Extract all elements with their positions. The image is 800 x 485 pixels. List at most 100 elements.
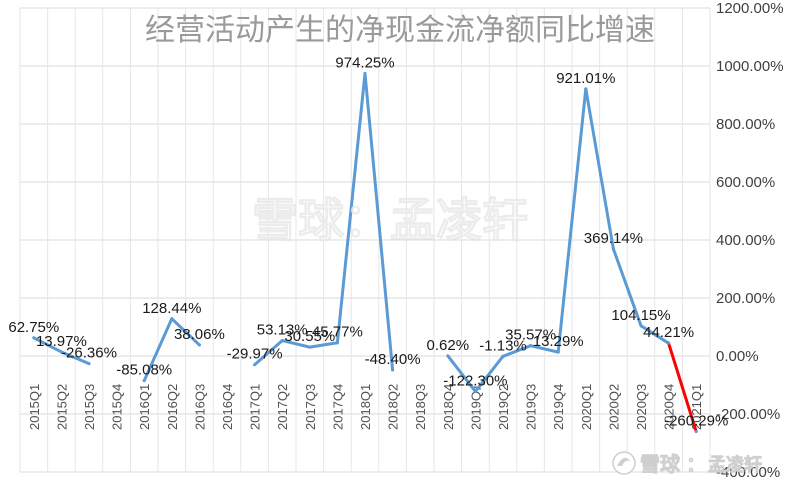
x-tick-label: 2015Q4 — [110, 384, 125, 430]
x-tick-label: 2020Q3 — [634, 384, 649, 430]
data-point — [584, 87, 588, 91]
data-label: -122.30% — [443, 372, 507, 389]
y-tick-label: 400.00% — [716, 232, 775, 249]
x-tick-label: 2020Q2 — [606, 384, 621, 430]
data-label: -1.13% — [479, 337, 527, 354]
series-line-segment — [170, 317, 201, 347]
y-tick-label: -400.00% — [716, 464, 780, 481]
series-layer — [32, 71, 698, 433]
x-tick-label: 2016Q3 — [192, 384, 207, 430]
data-point — [501, 354, 505, 358]
x-tick-label: 2020Q1 — [579, 384, 594, 430]
y-tick-label: 0.00% — [716, 348, 759, 365]
series-line-segment — [529, 344, 560, 354]
x-tick-label: 2019Q3 — [524, 384, 539, 430]
data-label: 104.15% — [611, 307, 670, 324]
data-label: 921.01% — [556, 70, 615, 87]
series-line-segment — [584, 87, 615, 251]
data-point — [529, 344, 533, 348]
x-tick-label: 2016Q4 — [220, 384, 235, 430]
data-point — [694, 429, 698, 433]
corner-watermark: 雪球 ： 孟凌轩 — [612, 451, 762, 476]
data-point — [197, 343, 201, 347]
data-label: 128.44% — [142, 300, 201, 317]
data-label: 38.06% — [174, 326, 225, 343]
data-point — [308, 345, 312, 349]
series-line-segment — [308, 341, 339, 349]
x-tick-label: 2018Q4 — [441, 384, 456, 430]
data-label: -29.97% — [227, 346, 283, 363]
series-line-segment — [363, 71, 395, 372]
data-label: -26.36% — [61, 345, 117, 362]
y-tick-label: 1200.00% — [716, 0, 784, 17]
label-layer: 62.75%13.97%-26.36%-85.08%128.44%38.06%-… — [8, 54, 728, 429]
x-tick-label: 2017Q1 — [248, 384, 263, 430]
y-tick-label: 200.00% — [716, 290, 775, 307]
x-tick-label: 2020Q4 — [662, 384, 677, 430]
x-tick-label: 2017Q3 — [303, 384, 318, 430]
data-point — [473, 389, 477, 393]
data-label: 30.55% — [284, 328, 335, 345]
data-label: 13.29% — [533, 333, 584, 350]
data-label: 35.57% — [505, 327, 556, 344]
data-point — [280, 339, 284, 343]
axis-layer: 1200.00% 1000.00% 800.00% 600.00% 400.00% 200… — [27, 0, 784, 481]
series-line-segment — [32, 336, 63, 354]
series-line-segment — [446, 354, 477, 393]
data-label: -85.08% — [116, 362, 172, 379]
x-tick-label: 2018Q3 — [413, 384, 428, 430]
data-point — [556, 350, 560, 354]
data-label: 45.77% — [312, 324, 363, 341]
data-label: 13.97% — [36, 333, 87, 350]
series-highlight-segment — [667, 341, 698, 433]
corner-author-text: 孟凌轩 — [708, 454, 762, 476]
series-line-segment — [335, 71, 367, 345]
data-label: 369.14% — [584, 230, 643, 247]
data-point — [446, 354, 450, 358]
snowball-logo-swirl-icon — [617, 457, 631, 466]
data-label: 62.75% — [8, 319, 59, 336]
y-tick-label: 1000.00% — [716, 58, 784, 75]
series-line-segment — [280, 339, 312, 349]
snowball-logo-icon — [612, 451, 636, 475]
x-tick-label: 2016Q1 — [137, 384, 152, 430]
y-tick-label: 800.00% — [716, 116, 775, 133]
data-label: -48.40% — [365, 351, 421, 368]
x-tick-label: 2015Q2 — [54, 384, 69, 430]
x-tick-label: 2017Q4 — [330, 384, 345, 430]
data-point — [142, 379, 146, 383]
x-tick-label: 2018Q2 — [386, 384, 401, 430]
data-point — [32, 336, 36, 340]
data-label: 974.25% — [335, 54, 394, 71]
corner-brand-text: 雪球 — [640, 452, 681, 476]
series-line-segment — [611, 247, 643, 328]
center-watermark: 雪球：孟凌轩 — [252, 193, 528, 247]
data-point — [87, 362, 91, 366]
x-tick-label: 2016Q2 — [165, 384, 180, 430]
data-point — [391, 368, 395, 372]
data-point — [363, 71, 367, 75]
x-tick-label: 2019Q1 — [468, 384, 483, 430]
x-tick-label: 2015Q3 — [82, 384, 97, 430]
data-label: 0.62% — [427, 337, 470, 354]
data-point — [170, 317, 174, 321]
series-line-segment — [473, 354, 505, 393]
y-tick-label: 600.00% — [716, 174, 775, 191]
data-point — [253, 363, 257, 367]
x-tick-label: 2019Q4 — [551, 384, 566, 430]
series-line-segment — [142, 317, 174, 383]
data-point — [667, 341, 671, 345]
data-label: 53.13% — [257, 322, 308, 339]
data-point — [639, 324, 643, 328]
series-line-segment — [639, 324, 671, 345]
data-label: 44.21% — [643, 324, 694, 341]
x-tick-label: 2018Q1 — [358, 384, 373, 430]
corner-separator: ： — [686, 452, 706, 476]
grid-layer — [19, 7, 711, 473]
x-tick-label: 2019Q2 — [496, 384, 511, 430]
data-point — [59, 350, 63, 354]
y-tick-label: -200.00% — [716, 406, 780, 423]
series-line-segment — [253, 339, 284, 367]
